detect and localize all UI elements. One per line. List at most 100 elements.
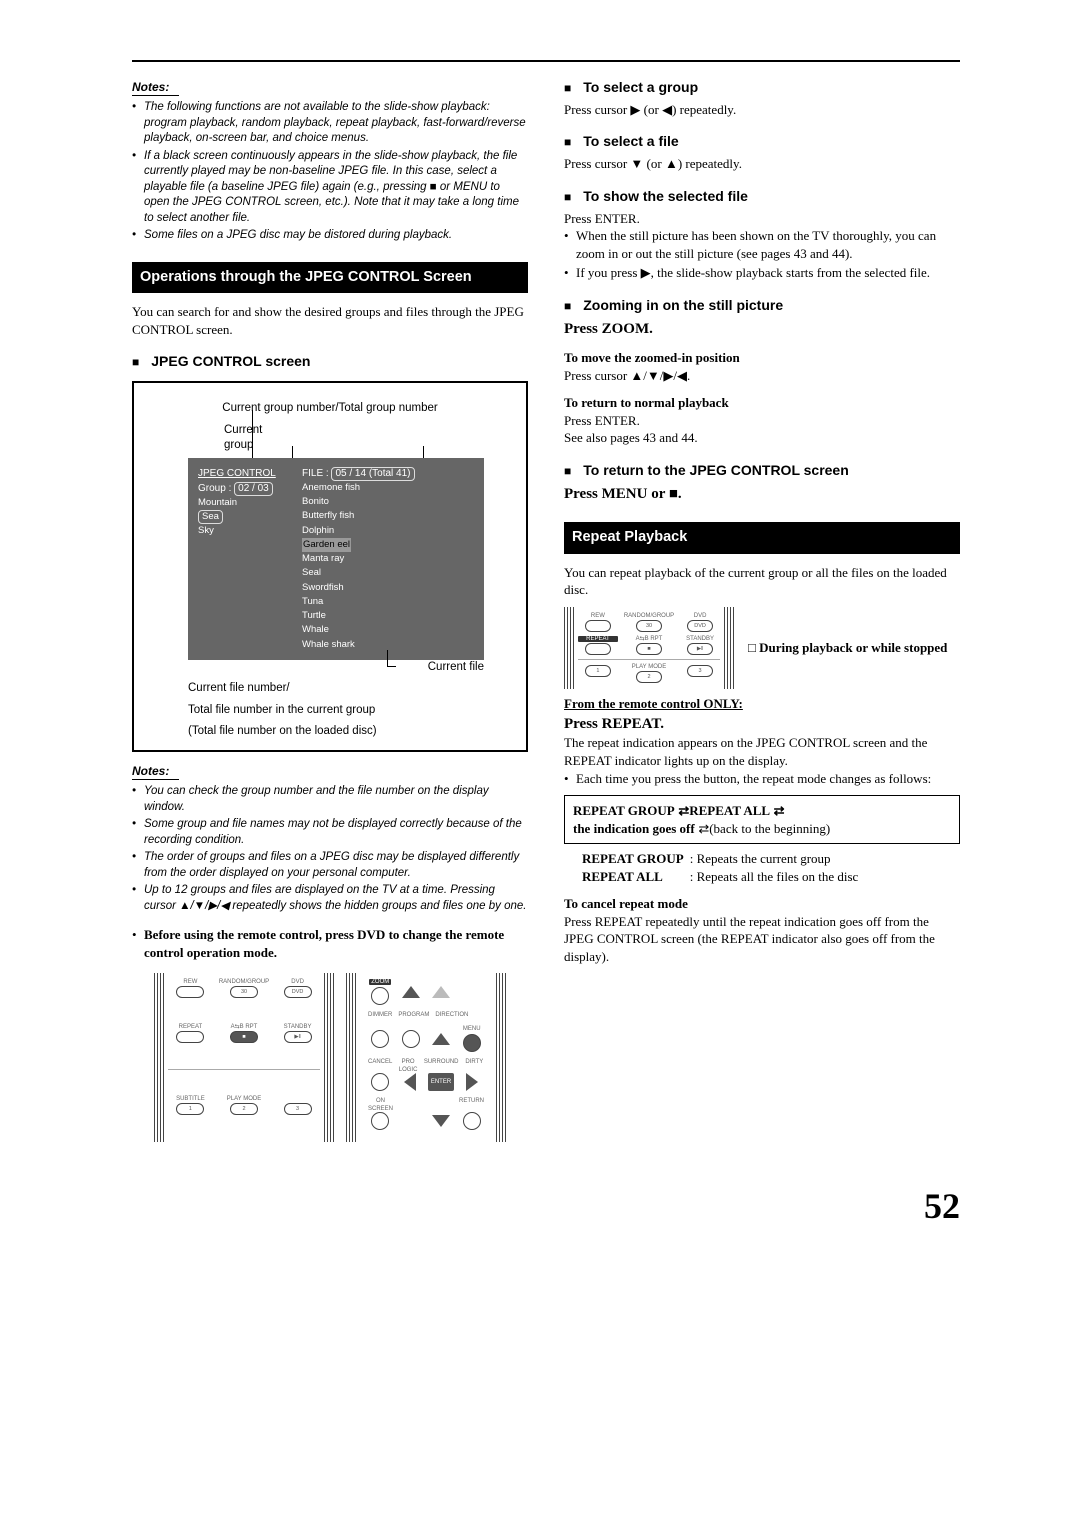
remote-label: STANDBY — [275, 1024, 320, 1030]
diagram-file-item: Whale — [302, 623, 474, 637]
repeat-cycle-a: REPEAT GROUP — [573, 803, 675, 818]
note-item: The following functions are not availabl… — [132, 100, 528, 147]
before-remote-text: Before using the remote control, press D… — [144, 927, 504, 960]
diagram-group-prefix: Group : — [198, 483, 231, 494]
remote-illustrations: REW RANDOM/GROUP30 DVDDVD REPEAT A⇆B RPT… — [132, 973, 528, 1142]
select-file-head: To select a file — [564, 132, 960, 151]
diagram-file-highlight: Garden eel — [302, 538, 351, 552]
diagram-current-file-label: Current file — [152, 660, 484, 676]
remote-button-menu — [463, 1034, 481, 1052]
diagram-title: JPEG CONTROL — [198, 466, 288, 481]
diagram-screen-box: JPEG CONTROL Group : 02 / 03 Mountain Se… — [188, 458, 484, 660]
show-file-head: To show the selected file — [564, 187, 960, 206]
repeat-body-1: The repeat indication appears on the JPE… — [564, 734, 960, 769]
diagram-group-line: Group : 02 / 03 — [198, 481, 288, 496]
return-head: To return to the JPEG CONTROL screen — [564, 461, 960, 480]
remote-label: PLAY MODE — [219, 1096, 269, 1102]
cursor-up-icon — [402, 986, 420, 998]
diagram-file-item: Butterfly fish — [302, 509, 474, 523]
operations-section-bar: Operations through the JPEG CONTROL Scre… — [132, 262, 528, 294]
diagram-top-label: Current group number/Total group number — [152, 401, 508, 417]
right-column: To select a group Press cursor ▶ (or ◀) … — [564, 78, 960, 1142]
notes-list-bottom: You can check the group number and the f… — [132, 784, 528, 914]
diagram-group-item: Sea — [198, 510, 288, 524]
remote-button — [371, 1030, 389, 1048]
remote-button: 3 — [687, 665, 713, 677]
remote-button — [463, 1112, 481, 1130]
before-remote-note: Before using the remote control, press D… — [132, 926, 528, 961]
diagram-file-value: 05 / 14 (Total 41) — [331, 467, 414, 481]
note-item: If a black screen continuously appears i… — [132, 149, 528, 227]
remote-label: DVD — [680, 613, 720, 619]
remote-label-menu: MENU — [463, 1026, 481, 1032]
remote-button — [176, 986, 204, 998]
diagram-footer-2: Total file number in the current group — [188, 703, 508, 719]
note-item: The order of groups and files on a JPEG … — [132, 850, 528, 881]
remote-button-zoom — [371, 987, 389, 1005]
remote-button-stop: ■ — [230, 1031, 258, 1043]
remote-label: DIMMER — [368, 1011, 392, 1020]
repeat-cycle-d: (back to the beginning) — [709, 821, 830, 836]
diagram-file-item: Turtle — [302, 609, 474, 623]
remote-label: PLAY MODE — [624, 664, 674, 670]
diagram-file-prefix: FILE : — [302, 468, 329, 479]
diagram-group-item: Mountain — [198, 496, 288, 510]
zoom-move-head: To move the zoomed-in position — [564, 349, 960, 367]
diagram-file-item: Seal — [302, 566, 474, 580]
remote-button: ■ — [636, 643, 662, 655]
note-item: You can check the group number and the f… — [132, 784, 528, 815]
repeat-timing-note: During playback or while stopped — [748, 639, 947, 657]
note-item: Some group and file names may not be dis… — [132, 817, 528, 848]
remote-label: REW — [168, 979, 213, 985]
repeat-mode-key: REPEAT ALL — [582, 868, 684, 886]
show-file-bullet: If you press ▶, the slide-show playback … — [564, 264, 960, 282]
show-file-bullet: When the still picture has been shown on… — [564, 227, 960, 262]
remote-label: A⇆B RPT — [624, 636, 674, 642]
repeat-cycle-box: REPEAT GROUPREPEAT ALL the indication go… — [564, 795, 960, 844]
cursor-up-icon — [432, 1033, 450, 1045]
page-number: 52 — [132, 1182, 960, 1231]
repeat-timing-text: During playback or while stopped — [759, 640, 947, 655]
cursor-up-icon-dup — [432, 986, 450, 998]
remote-label: RETURN — [459, 1097, 484, 1106]
diagram-file-item: Garden eel — [302, 538, 474, 552]
remote-label: ON SCREEN — [368, 1097, 393, 1106]
diagram-file-item: Dolphin — [302, 524, 474, 538]
remote-label: DIRECTION — [435, 1011, 468, 1020]
remote-label: SUBTITLE — [168, 1096, 213, 1102]
repeat-bullet: Each time you press the button, the repe… — [564, 770, 960, 788]
zoom-return-body2: See also pages 43 and 44. — [564, 429, 960, 447]
note-item: Up to 12 groups and files are displayed … — [132, 883, 528, 914]
notes-heading-bottom: Notes: — [132, 763, 179, 780]
remote-label: STANDBY — [680, 636, 720, 642]
page-columns: Notes: The following functions are not a… — [132, 78, 960, 1142]
remote-button: 2 — [636, 671, 662, 683]
remote-button — [176, 1031, 204, 1043]
notes-list-top: The following functions are not availabl… — [132, 100, 528, 244]
diagram-file-list: Anemone fish Bonito Butterfly fish Dolph… — [302, 481, 474, 652]
diagram-file-line: FILE : 05 / 14 (Total 41) — [302, 466, 474, 481]
repeat-mode-descriptions: REPEAT GROUP : Repeats the current group… — [564, 850, 960, 885]
show-file-bullets: When the still picture has been shown on… — [564, 227, 960, 282]
repeat-mode-val: : Repeats the current group — [690, 850, 960, 868]
repeat-section-bar: Repeat Playback — [564, 522, 960, 554]
repeat-bullets: Each time you press the button, the repe… — [564, 770, 960, 788]
remote-label-zoom: ZOOM — [369, 979, 391, 985]
remote-label: PRO LOGIC — [398, 1058, 418, 1067]
remote-label: DIRTY — [465, 1058, 485, 1067]
note-item: Some files on a JPEG disc may be distore… — [132, 228, 528, 244]
jpeg-control-diagram: Current group number/Total group number … — [132, 381, 528, 752]
diagram-file-item: Tuna — [302, 595, 474, 609]
repeat-mode-key: REPEAT GROUP — [582, 850, 684, 868]
cursor-left-icon — [404, 1073, 416, 1091]
remote-button — [371, 1112, 389, 1130]
left-column: Notes: The following functions are not a… — [132, 78, 528, 1142]
top-horizontal-rule — [132, 60, 960, 62]
diagram-file-item: Anemone fish — [302, 481, 474, 495]
remote-label: CANCEL — [368, 1058, 392, 1067]
diagram-file-item: Swordfish — [302, 581, 474, 595]
zoom-head: Zooming in on the still picture — [564, 296, 960, 315]
remote-button-repeat — [585, 643, 611, 655]
show-file-body: Press ENTER. — [564, 210, 960, 228]
remote-repeat: REW RANDOM/GROUP30 DVDDVD REPEAT A⇆B RPT… — [564, 607, 734, 689]
